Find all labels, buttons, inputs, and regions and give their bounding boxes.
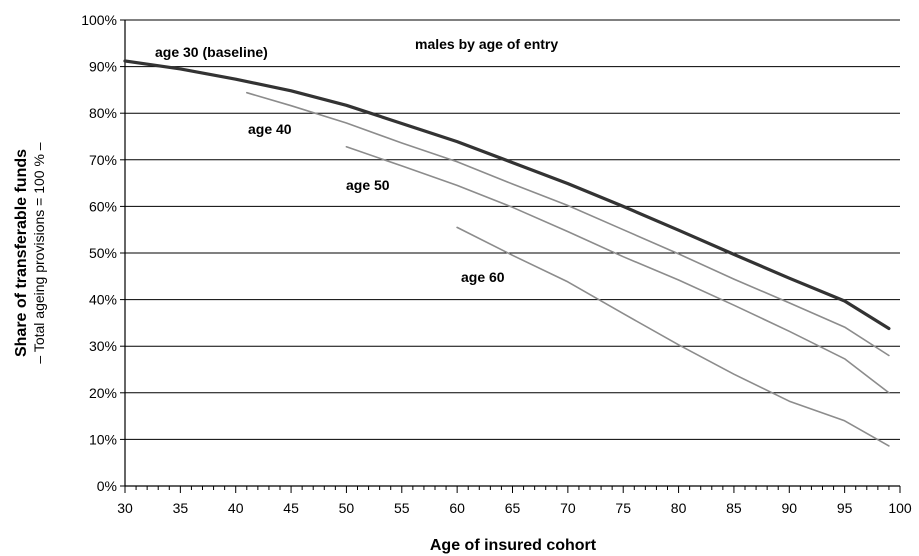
x-tick-label: 40 (228, 500, 244, 516)
y-tick-label: 10% (89, 431, 117, 447)
series-label: age 30 (baseline) (155, 44, 268, 60)
x-tick-label: 60 (449, 500, 465, 516)
x-tick-label: 50 (339, 500, 355, 516)
series-line (456, 226, 890, 447)
y-tick-labels: 0% 10% 20% 30% 40% 50% 60% 70% 80% 90% 100% (81, 12, 117, 494)
x-tick-label: 70 (560, 500, 576, 516)
series-line (246, 91, 890, 357)
x-tick-label: 35 (173, 500, 189, 516)
series-label: age 60 (461, 269, 505, 285)
y-tick-label: 40% (89, 292, 117, 308)
y-axis-label: Share of transferable funds (13, 149, 30, 357)
y-tick-label: 90% (89, 59, 117, 75)
chart-subtitle: males by age of entry (415, 36, 558, 52)
series-label: age 50 (346, 177, 390, 193)
y-axis-sublabel: – Total ageing provisions = 100 % – (31, 142, 47, 363)
x-tick-label: 100 (888, 500, 912, 516)
x-tick-label: 85 (726, 500, 742, 516)
y-tick-label: 80% (89, 105, 117, 121)
x-tick-label: 80 (671, 500, 687, 516)
x-tick-label: 30 (117, 500, 133, 516)
series-line (345, 146, 890, 394)
y-tick-label: 100% (81, 12, 117, 28)
x-tick-label: 90 (781, 500, 797, 516)
series-labels: age 30 (baseline) age 40 age 50 age 60 (155, 44, 505, 285)
y-tick-label: 60% (89, 198, 117, 214)
x-axis-label: Age of insured cohort (430, 537, 597, 554)
axes (124, 20, 901, 493)
series-label: age 40 (248, 121, 292, 137)
series-line (123, 59, 891, 331)
y-tick-label: 0% (97, 478, 117, 494)
y-tick-label: 20% (89, 385, 117, 401)
series-lines (123, 59, 891, 447)
gridlines (120, 19, 900, 487)
y-tick-label: 50% (89, 245, 117, 261)
x-tick-label: 95 (837, 500, 853, 516)
x-tick-label: 45 (283, 500, 299, 516)
y-tick-label: 30% (89, 338, 117, 354)
x-tick-labels: 30 35 40 45 50 55 60 65 70 75 80 85 90 95 100 (117, 500, 912, 516)
y-tick-label: 70% (89, 152, 117, 168)
x-tick-label: 65 (505, 500, 521, 516)
x-tick-label: 75 (615, 500, 631, 516)
x-tick-label: 55 (394, 500, 410, 516)
